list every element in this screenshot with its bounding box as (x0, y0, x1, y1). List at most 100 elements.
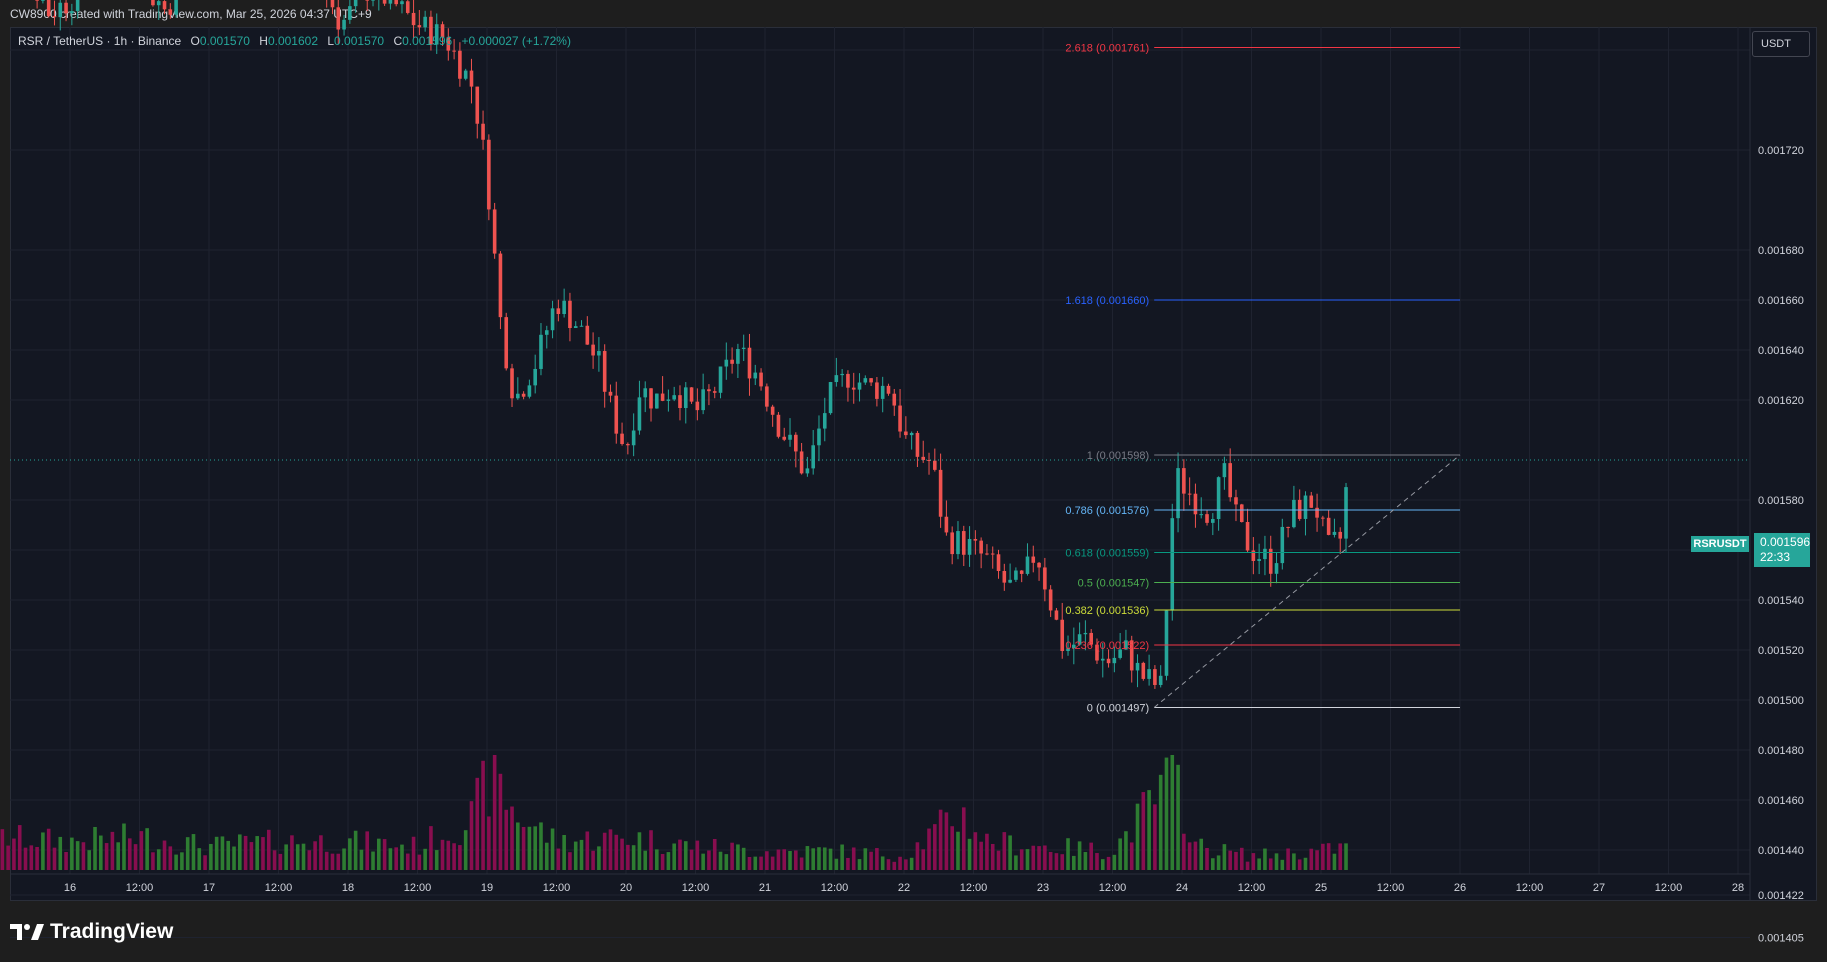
volume-bar (278, 853, 283, 870)
candle-body (782, 436, 787, 440)
fib-level-label: 0.786 (0.001576) (1065, 505, 1149, 517)
volume-bar (898, 856, 902, 870)
volume-bar (388, 848, 393, 870)
volume-bar (1251, 853, 1256, 870)
volume-bar (475, 777, 480, 870)
volume-bar (597, 846, 601, 870)
candle-body (1234, 497, 1238, 505)
candle-body (1141, 662, 1146, 679)
high-label: H (259, 34, 268, 48)
volume-bar (272, 850, 277, 870)
candle-body (46, 0, 51, 17)
x-tick-label: 21 (759, 882, 771, 894)
candle-body (759, 372, 763, 387)
volume-bar (794, 850, 798, 870)
y-tick-label: 0.001640 (1758, 345, 1804, 357)
volume-bar (649, 830, 653, 870)
candle-body (1193, 493, 1198, 515)
candle-body (840, 373, 844, 376)
volume-bar (70, 837, 74, 870)
volume-bar (1153, 804, 1157, 870)
y-tick-label: 0.001580 (1758, 495, 1804, 507)
volume-bar (956, 831, 960, 870)
candle-body (1077, 634, 1082, 645)
close-label: C (393, 34, 403, 48)
volume-bar (996, 850, 1001, 870)
y-tick-label: 0.001422 (1758, 890, 1804, 902)
candle-body (996, 554, 1001, 571)
x-tick-label: 12:00 (126, 882, 154, 894)
candle-body (562, 300, 566, 315)
candle-body (1083, 632, 1088, 635)
x-tick-label: 26 (1454, 882, 1466, 894)
x-tick-label: 12:00 (543, 882, 571, 894)
fib-level-label: 0.618 (0.001559) (1065, 548, 1149, 560)
volume-bar (180, 852, 184, 870)
volume-bar (313, 841, 317, 870)
volume-bar (672, 843, 676, 870)
candle-body (1019, 570, 1024, 574)
candle-body (1280, 526, 1285, 564)
volume-bar (104, 843, 109, 870)
candle-body (1309, 495, 1314, 508)
candle-body (1054, 610, 1059, 620)
candle-body (1031, 556, 1036, 563)
volume-bar (371, 851, 375, 870)
candle-body (573, 326, 578, 329)
volume-bar (440, 839, 445, 870)
y-tick-label: 0.001540 (1758, 595, 1804, 607)
volume-bar (99, 835, 103, 870)
symbol-label[interactable]: RSR / TetherUS · 1h · Binance (18, 34, 182, 48)
candle-body (1164, 610, 1169, 676)
candle-body (504, 317, 509, 369)
volume-bar (637, 832, 642, 870)
volume-bar (938, 809, 943, 870)
candle-body (990, 553, 995, 555)
volume-bar (284, 844, 288, 870)
volume-bar (921, 849, 926, 870)
volume-bar (58, 836, 63, 870)
volume-bar (1054, 853, 1059, 870)
volume-bar (1060, 854, 1065, 870)
candle-body (608, 391, 613, 396)
chart-frame[interactable] (10, 27, 1817, 901)
volume-bar (1043, 845, 1047, 870)
volume-bar (41, 832, 45, 870)
volume-bar (64, 851, 68, 870)
candle-body (1245, 522, 1250, 551)
volume-bar (1014, 855, 1018, 870)
y-tick-label: 0.001680 (1758, 245, 1804, 257)
candle-body (1326, 517, 1331, 535)
volume-bar (973, 832, 978, 870)
candle-body (75, 0, 80, 12)
volume-bar (1303, 857, 1308, 870)
candle-body (851, 387, 856, 390)
volume-bar (319, 835, 323, 870)
volume-bar (243, 835, 248, 870)
candle-body (400, 1, 404, 5)
volume-bar (985, 833, 989, 870)
candle-body (52, 16, 57, 18)
volume-bar (232, 846, 236, 870)
brand-footer[interactable]: TradingView (10, 918, 173, 946)
candle-body (1158, 675, 1163, 685)
volume-bar (1048, 851, 1053, 870)
volume-bar (365, 831, 370, 870)
volume-bar (249, 842, 254, 870)
candle-body (353, 0, 358, 7)
candle-body (794, 434, 798, 452)
candle-body (1072, 644, 1076, 649)
candle-body (683, 387, 688, 409)
volume-bar (544, 842, 549, 870)
candle-body (898, 405, 902, 432)
volume-bar (203, 855, 207, 870)
currency-button[interactable]: USDT (1752, 31, 1810, 57)
volume-bar (1002, 832, 1007, 870)
volume-bar (909, 857, 914, 870)
candle-body (1095, 644, 1099, 661)
candle-body (585, 325, 590, 345)
volume-bar (1031, 845, 1036, 870)
volume-bar (452, 843, 456, 870)
candle-body (724, 359, 729, 367)
